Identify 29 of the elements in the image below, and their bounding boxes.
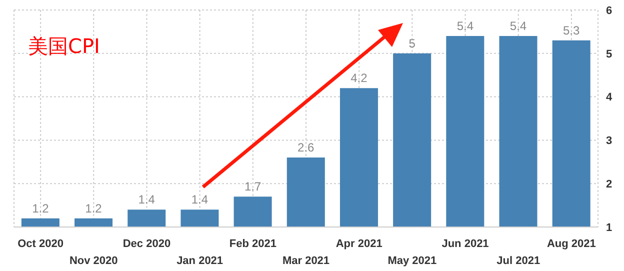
- data-label: 1.2: [32, 201, 50, 216]
- x-tick-label: Feb 2021: [229, 238, 276, 250]
- x-tick-label: Nov 2020: [69, 255, 118, 267]
- y-tick-label: 5: [606, 48, 612, 60]
- x-tick-label: Jan 2021: [176, 255, 224, 267]
- data-label: 1.4: [191, 192, 208, 207]
- x-tick-label: Jul 2021: [496, 255, 540, 267]
- y-tick-label: 3: [606, 135, 612, 148]
- data-label: 1.2: [85, 201, 102, 216]
- x-tick-label: Apr 2021: [336, 238, 382, 250]
- y-tick-label: 4: [606, 92, 613, 104]
- x-tick-label: Jun 2021: [442, 238, 489, 250]
- data-label: 5.4: [510, 19, 527, 34]
- x-tick-label: May 2021: [388, 255, 437, 267]
- data-label: 1.7: [244, 180, 262, 194]
- data-label: 5: [408, 36, 416, 50]
- y-tick-label: 1: [606, 222, 612, 234]
- data-label: 5.4: [456, 19, 474, 34]
- x-tick-label: Aug 2021: [546, 238, 596, 250]
- x-tick-label: Oct 2020: [18, 238, 64, 250]
- data-label: 5.3: [563, 23, 580, 38]
- x-tick-label: Dec 2020: [122, 238, 171, 250]
- text: 美国CPI: [28, 33, 100, 60]
- data-label: 4.2: [350, 71, 368, 86]
- x-tick-label: Mar 2021: [282, 255, 330, 267]
- y-tick-label: 2: [606, 178, 612, 191]
- y-tick-label: 6: [606, 4, 612, 17]
- data-label: 2.6: [298, 140, 315, 155]
- data-label: 1.4: [138, 192, 156, 207]
